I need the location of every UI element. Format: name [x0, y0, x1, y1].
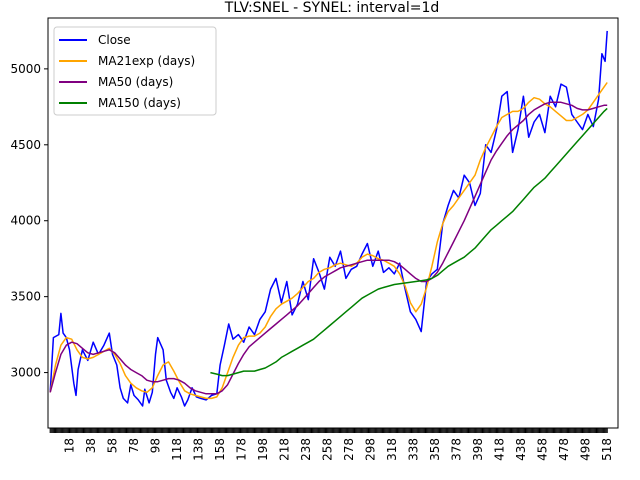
legend-label: MA150 (days) — [98, 96, 181, 110]
x-tick-label: 398 — [471, 438, 485, 461]
x-tick-label: 498 — [579, 438, 593, 461]
axes: 18 38 58 78 98 118 138 158 178 198 218 238 258 278 298… — [10, 17, 619, 461]
x-tick-label: 138 — [192, 438, 206, 461]
x-tick-label: 338 — [407, 438, 421, 461]
x-tick-label: 318 — [385, 438, 399, 461]
x-tick-label: 178 — [235, 438, 249, 461]
series-line-close — [49, 30, 608, 407]
x-tick-label: 198 — [256, 438, 270, 461]
x-tick-label: 218 — [278, 438, 292, 461]
x-tick-label: 438 — [514, 438, 528, 461]
x-tick-label: 78 — [127, 438, 141, 453]
x-tick-label: 478 — [557, 438, 571, 461]
series-layer — [49, 30, 608, 407]
x-tick-label: 58 — [106, 438, 120, 453]
legend-label: MA50 (days) — [98, 75, 173, 89]
x-tick-label: 238 — [299, 438, 313, 461]
x-minor-ticks — [49, 428, 608, 433]
x-tick-label: 38 — [84, 438, 98, 453]
x-tick-label: 298 — [364, 438, 378, 461]
y-tick-label: 3500 — [10, 290, 41, 304]
x-tick-label: 98 — [149, 438, 163, 453]
x-tick-label: 278 — [342, 438, 356, 461]
series-line-ma150-days — [210, 107, 608, 377]
series-line-ma21exp-days — [49, 82, 608, 400]
legend-label: Close — [98, 33, 131, 47]
y-tick-label: 5000 — [10, 62, 41, 76]
legend-box — [53, 26, 217, 116]
legend: Close MA21exp (days) MA50 (days) MA150 (day… — [53, 26, 217, 116]
series-line-ma50-days — [49, 101, 608, 395]
x-tick-label: 418 — [493, 438, 507, 461]
x-tick-label: 258 — [321, 438, 335, 461]
x-tick-label: 458 — [536, 438, 550, 461]
x-tick-label: 18 — [63, 438, 77, 453]
x-tick-label: 378 — [450, 438, 464, 461]
x-tick-label: 158 — [213, 438, 227, 461]
y-tick-label: 4000 — [10, 214, 41, 228]
x-tick-label: 358 — [428, 438, 442, 461]
y-tick-label: 3000 — [10, 366, 41, 380]
x-tick-label: 118 — [170, 438, 184, 461]
chart-title: TLV:SNEL - SYNEL: interval=1d — [224, 0, 440, 16]
y-tick-label: 4500 — [10, 138, 41, 152]
x-tick-label: 518 — [600, 438, 614, 461]
legend-label: MA21exp (days) — [98, 54, 195, 68]
